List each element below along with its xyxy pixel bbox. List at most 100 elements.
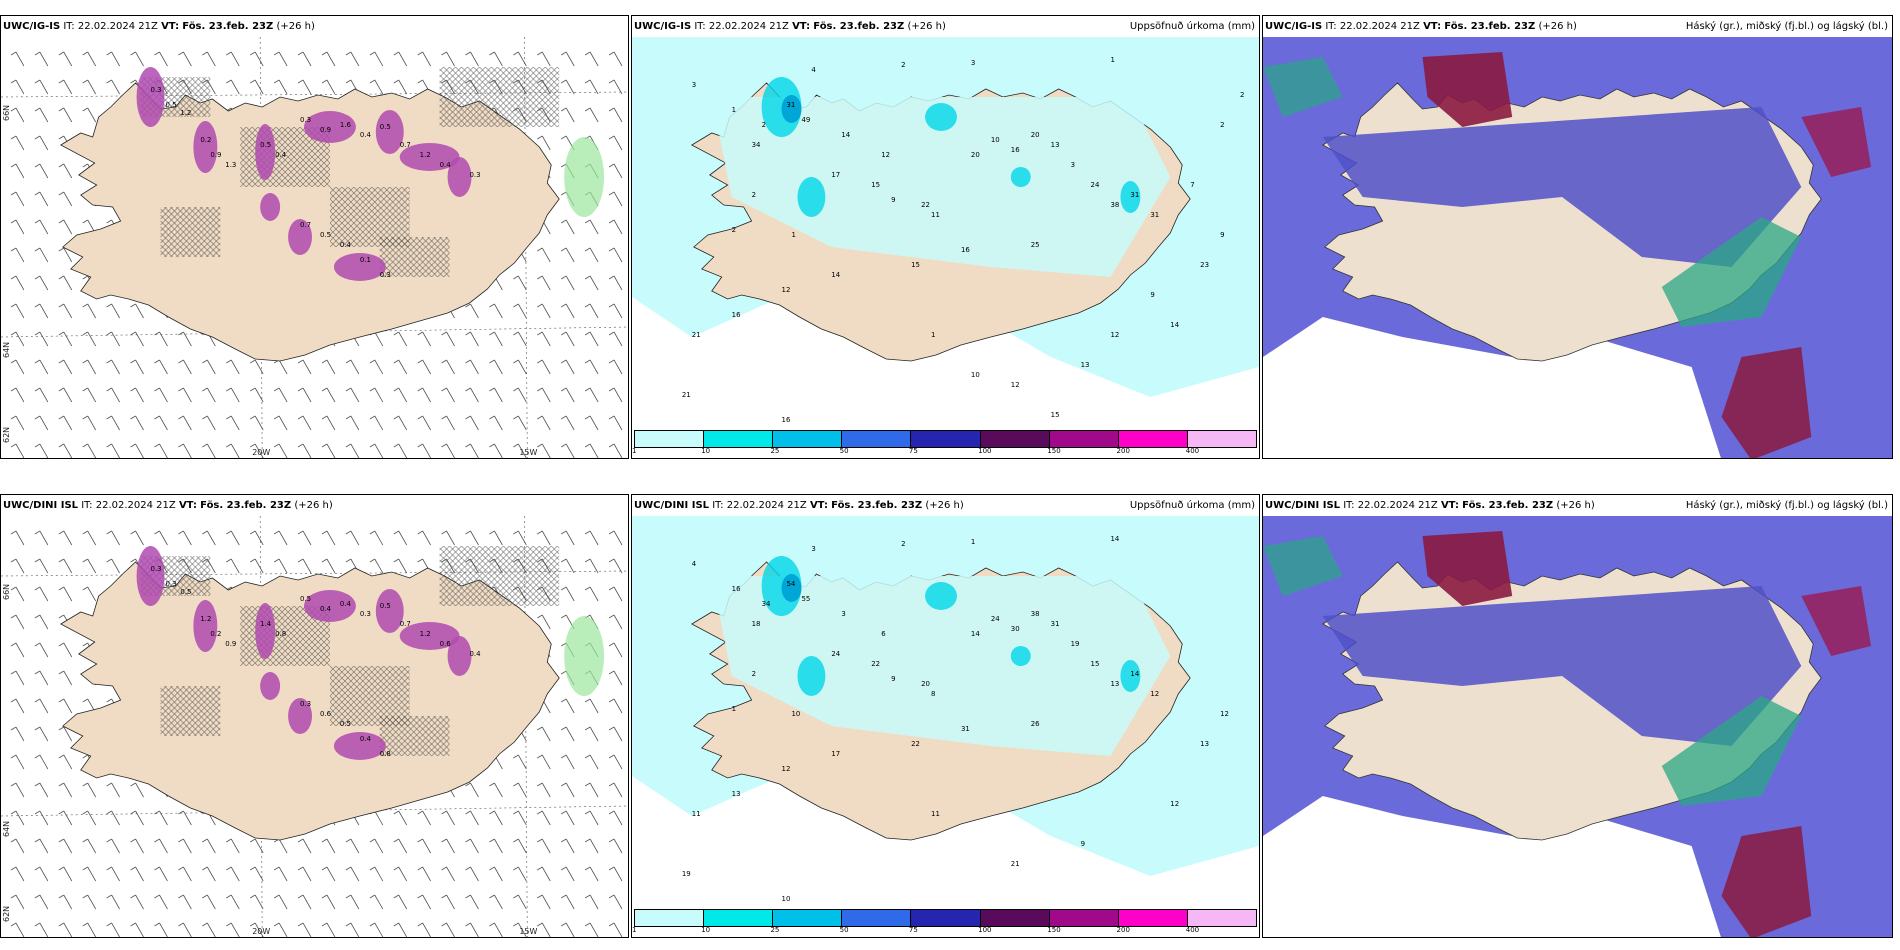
- legend-swatch: [773, 431, 843, 447]
- precip-value-label: 31: [1130, 191, 1139, 199]
- precip-value-label: 16: [961, 246, 970, 254]
- precip-value-label: 55: [801, 595, 810, 603]
- wind-value-label: 0.5: [300, 595, 311, 603]
- wind-value-label: 0.3: [470, 171, 481, 179]
- precip-value-label: 20: [921, 680, 930, 688]
- valid-time: Fös. 23.feb. 23Z: [1444, 21, 1536, 32]
- panel-precip-bottom: UWC/DINI ISL IT: 22.02.2024 21Z VT: Fös.…: [631, 494, 1260, 938]
- precip-value-label: 12: [1220, 710, 1229, 718]
- precip-value-label: 17: [831, 750, 840, 758]
- it-label: IT:: [694, 21, 706, 32]
- precip-blob: [288, 698, 313, 734]
- precip-value-label: 17: [831, 171, 840, 179]
- precip-value-label: 7: [1190, 181, 1194, 189]
- lead-time: (+26 h): [1556, 500, 1595, 511]
- precip-value-label: 34: [752, 141, 761, 149]
- wind-map: 0.3 0.5 1.2 0.2 0.9 1.3 0.5 0.4 0.3 0.9 1.6 0.4 0.5 0…: [1, 37, 628, 458]
- model-name: UWC/IG-IS: [1265, 21, 1323, 32]
- wind-value-label: 0.7: [400, 620, 411, 628]
- precip-value-label: 8: [931, 690, 935, 698]
- precip-blob: [193, 600, 218, 652]
- precip-value-label: 54: [787, 580, 796, 588]
- wind-value-label: 0.5: [380, 602, 391, 610]
- wind-value-label: 0.5: [340, 720, 351, 728]
- precip-value-label: 10: [991, 136, 1000, 144]
- high-cloud-area: [1721, 826, 1812, 937]
- high-cloud-area: [1801, 107, 1872, 177]
- wind-value-label: 0.9: [210, 151, 221, 159]
- precip-value-label: 2: [1220, 121, 1224, 129]
- valid-time: Fös. 23.feb. 23Z: [200, 500, 292, 511]
- hatched-area: [160, 686, 221, 736]
- precip-value-label: 2: [752, 191, 756, 199]
- precip-value-label: 2: [1240, 91, 1244, 99]
- precip-value-label: 22: [911, 740, 920, 748]
- precip-blob: [797, 656, 826, 696]
- panel-title: Uppsöfnuð úrkoma (mm): [1129, 21, 1255, 32]
- precip-value-label: 4: [811, 66, 816, 74]
- lead-time: (+26 h): [1538, 21, 1577, 32]
- wind-value-label: 0.5: [180, 588, 191, 596]
- wind-value-label: 0.3: [151, 565, 162, 573]
- legend-swatch: [1049, 910, 1119, 926]
- precip-value-label: 3: [811, 545, 815, 553]
- panel-header: UWC/IG-IS IT: 22.02.2024 21Z VT: Fös. 23…: [632, 16, 1259, 37]
- precip-value-label: 13: [732, 790, 741, 798]
- precip-value-label: 31: [1150, 211, 1159, 219]
- wind-value-label: 0.3: [360, 610, 371, 618]
- precip-value-label: 15: [871, 181, 880, 189]
- lon-label: 20W: [252, 927, 270, 936]
- model-name: UWC/DINI ISL: [1265, 500, 1341, 511]
- precip-value-label: 16: [782, 416, 791, 424]
- precip-blob: [193, 121, 218, 173]
- wind-value-label: 0.4: [470, 650, 482, 658]
- initial-time: 22.02.2024 21Z: [1339, 21, 1420, 32]
- precip-blob: [136, 67, 165, 127]
- precip-value-label: 1: [732, 705, 736, 713]
- panel-title: Háský (gr.), miðský (fj.bl.) og lágský (…: [1685, 500, 1888, 511]
- panel-header: UWC/IG-IS IT: 22.02.2024 21Z VT: Fös. 23…: [1, 16, 628, 37]
- wind-value-label: 1.4: [260, 620, 272, 628]
- mixed-cloud-area: [1263, 536, 1343, 596]
- legend-tick-label: 10: [701, 447, 711, 455]
- precip-value-label: 16: [732, 311, 741, 319]
- precip-legend: 1 10 25 50 75 100 150 200 400: [632, 430, 1259, 458]
- precip-blob: [375, 589, 404, 633]
- precip-legend: 1 10 25 50 75 100 150 200 400: [632, 909, 1259, 937]
- precip-value-label: 14: [831, 271, 840, 279]
- lead-time: (+26 h): [276, 21, 315, 32]
- wind-value-label: 1.3: [225, 161, 236, 169]
- precip-value-label: 14: [1110, 535, 1119, 543]
- panel-precip-top: UWC/IG-IS IT: 22.02.2024 21Z VT: Fös. 23…: [631, 15, 1260, 459]
- precip-blob: [333, 253, 386, 281]
- precip-value-label: 12: [1110, 331, 1119, 339]
- legend-tick-label: 10: [701, 926, 711, 934]
- legend-swatch: [635, 431, 705, 447]
- legend-swatch: [704, 431, 774, 447]
- precip-value-label: 12: [782, 286, 791, 294]
- precip-blob: [136, 546, 165, 606]
- legend-swatch: [980, 431, 1050, 447]
- valid-time: Fös. 23.feb. 23Z: [182, 21, 274, 32]
- wind-value-label: 0.3: [380, 271, 391, 279]
- wind-value-label: 0.8: [275, 630, 286, 638]
- wind-value-label: 1.2: [180, 109, 191, 117]
- precip-blob: [333, 732, 386, 760]
- high-cloud-area: [1422, 52, 1513, 127]
- vt-label: VT:: [161, 21, 180, 32]
- precip-value-label: 2: [901, 61, 905, 69]
- panel-cloud-top: UWC/IG-IS IT: 22.02.2024 21Z VT: Fös. 23…: [1262, 15, 1893, 459]
- precip-value-label: 16: [732, 585, 741, 593]
- precip-blob: [925, 103, 957, 131]
- precip-value-label: 14: [1170, 321, 1179, 329]
- legend-tick-label: 50: [839, 926, 849, 934]
- legend-tick-label: 25: [770, 447, 780, 455]
- precip-value-label: 13: [1051, 141, 1060, 149]
- precip-value-label: 18: [752, 620, 761, 628]
- legend-tick-label: 100: [978, 447, 992, 455]
- wind-value-label: 0.7: [400, 141, 411, 149]
- wind-map-svg: 0.30.51.20.20.91.30.50.40.30.91.60.40.50…: [1, 37, 628, 458]
- legend-ticks: 1 10 25 50 75 100 150 200 400: [632, 447, 1257, 457]
- precip-value-label: 34: [762, 600, 771, 608]
- precip-value-label: 2: [762, 121, 766, 129]
